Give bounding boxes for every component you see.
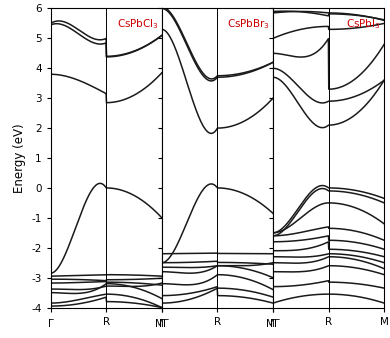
Text: CsPbI$_3$: CsPbI$_3$ (346, 18, 381, 31)
Text: CsPbCl$_3$: CsPbCl$_3$ (117, 18, 158, 31)
Text: CsPbBr$_3$: CsPbBr$_3$ (227, 18, 269, 31)
Y-axis label: Energy (eV): Energy (eV) (13, 123, 26, 193)
